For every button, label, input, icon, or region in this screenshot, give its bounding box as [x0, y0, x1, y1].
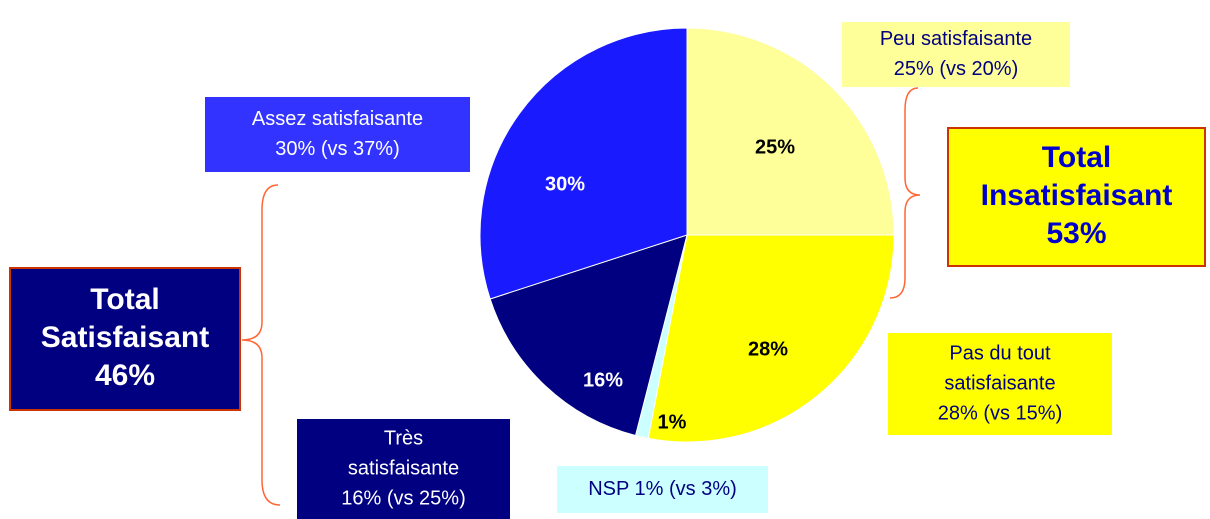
slice-label: 30% [545, 173, 585, 195]
callout-text: Très [384, 427, 423, 449]
brace [241, 184, 281, 506]
callout-text: satisfaisante [348, 457, 459, 479]
slice-label: 25% [755, 136, 795, 158]
slice-label: 28% [748, 338, 788, 360]
total-text: Total [1042, 141, 1111, 174]
total-text: 53% [1046, 217, 1106, 250]
callout-text: NSP 1% (vs 3%) [588, 478, 737, 500]
callout-text: satisfaisante [944, 372, 1055, 394]
total-text: 46% [95, 359, 155, 392]
callout-text: Peu satisfaisante [880, 28, 1032, 50]
callout-text: Assez satisfaisante [252, 108, 423, 130]
pie-slice [686, 27, 895, 236]
slice-label: 1% [658, 411, 687, 433]
brace [889, 87, 921, 299]
total-box [947, 127, 1206, 267]
callout-box [888, 333, 1112, 435]
callout-text: 30% (vs 37%) [275, 138, 400, 160]
total-text: Satisfaisant [41, 321, 209, 354]
total-text: Total [90, 283, 159, 316]
callout-text: 25% (vs 20%) [894, 58, 1019, 80]
pie-slice [479, 27, 688, 300]
total-text: Insatisfaisant [981, 179, 1173, 212]
callout-text: 16% (vs 25%) [341, 487, 466, 509]
callout-box [842, 22, 1070, 87]
total-box [9, 267, 241, 411]
callout-text: 28% (vs 15%) [938, 402, 1063, 424]
callout-box [297, 419, 510, 519]
callout-box [557, 466, 768, 513]
slice-label: 16% [583, 369, 623, 391]
callout-box [205, 97, 470, 172]
callout-text: Pas du tout [949, 342, 1051, 364]
pie-slice [647, 234, 895, 443]
pie-slice [489, 234, 688, 437]
